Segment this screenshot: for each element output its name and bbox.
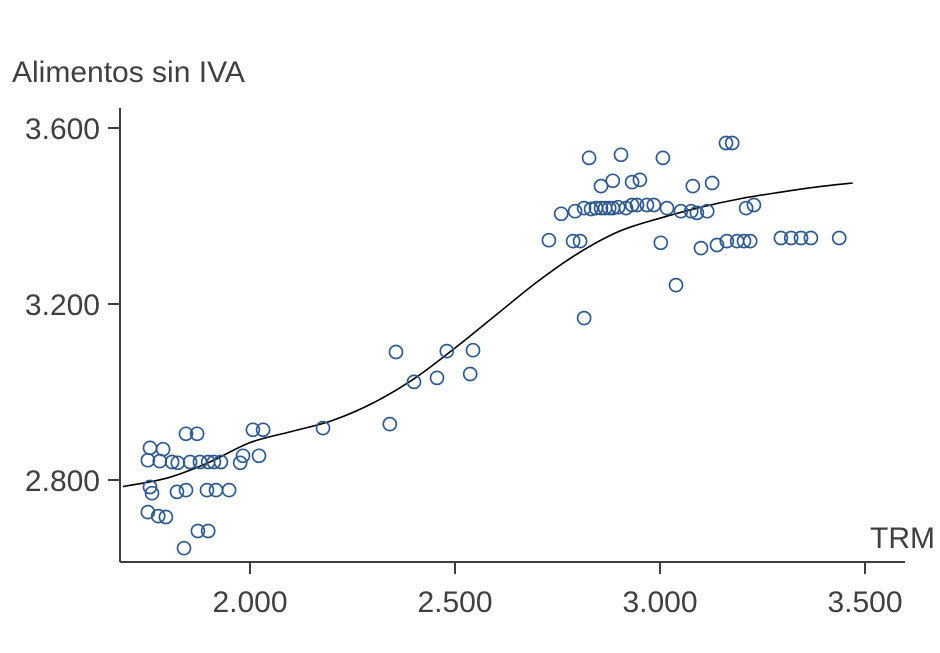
data-point [624, 174, 640, 190]
data-point [803, 230, 819, 246]
data-point [719, 233, 735, 249]
data-point [610, 199, 626, 215]
data-point [406, 374, 422, 390]
data-point [689, 205, 705, 221]
data-point [783, 230, 799, 246]
data-point [581, 150, 597, 166]
data-point [140, 504, 156, 520]
data-point [593, 200, 609, 216]
data-point [736, 233, 752, 249]
data-point [251, 448, 267, 464]
data-point [192, 454, 208, 470]
data-point [142, 479, 158, 495]
data-point [673, 203, 689, 219]
data-point [593, 178, 609, 194]
data-point [576, 310, 592, 326]
data-point [150, 508, 166, 524]
data-point [178, 426, 194, 442]
data-point [158, 509, 174, 525]
trend-layer [122, 182, 853, 488]
data-point [613, 147, 629, 163]
data-point [683, 203, 699, 219]
data-point [629, 197, 645, 213]
data-point [315, 420, 331, 436]
data-point [699, 203, 715, 219]
data-point [200, 523, 216, 539]
data-point [655, 150, 671, 166]
data-point [232, 455, 248, 471]
data-point [164, 454, 180, 470]
data-point [831, 230, 847, 246]
data-point [624, 197, 640, 213]
data-point [693, 240, 709, 256]
data-point [601, 200, 617, 216]
data-point [140, 452, 156, 468]
data-point [169, 484, 185, 500]
data-point [632, 172, 648, 188]
y-tick-label: 3.200 [25, 289, 100, 322]
data-point [738, 200, 754, 216]
data-point [221, 482, 237, 498]
data-point [685, 178, 701, 194]
trend-line [122, 182, 853, 488]
data-point [659, 200, 675, 216]
axes-layer: 2.000 2.500 3.000 3.500 3.600 3.200 2.800 [25, 108, 905, 619]
data-point [718, 135, 734, 151]
data-point [382, 416, 398, 432]
data-point [144, 485, 160, 501]
data-point [245, 422, 261, 438]
data-point [213, 454, 229, 470]
chart-title: Alimentos sin IVA [12, 56, 245, 89]
x-tick-label: 2.500 [417, 586, 492, 619]
data-point [576, 200, 592, 216]
data-point [572, 233, 588, 249]
data-point [646, 197, 662, 213]
x-axis-label: TRM [870, 522, 935, 555]
y-tick-label: 3.600 [25, 113, 100, 146]
data-point [206, 454, 222, 470]
data-point [746, 197, 762, 213]
points-layer [140, 135, 847, 556]
data-point [176, 540, 192, 556]
data-point [465, 342, 481, 358]
x-tick-label: 2.000 [212, 586, 287, 619]
data-point [793, 230, 809, 246]
data-point [653, 235, 669, 251]
data-point [182, 454, 198, 470]
data-point [668, 277, 684, 293]
data-point [429, 370, 445, 386]
data-point [773, 230, 789, 246]
data-point [742, 233, 758, 249]
data-point [255, 422, 271, 438]
data-point [439, 343, 455, 359]
data-point [208, 482, 224, 498]
data-point [583, 201, 599, 217]
data-point [190, 523, 206, 539]
data-point [142, 440, 158, 456]
x-tick-label: 3.000 [622, 586, 697, 619]
data-point [724, 135, 740, 151]
data-point [541, 232, 557, 248]
data-point [199, 482, 215, 498]
data-point [704, 175, 720, 191]
data-point [235, 448, 251, 464]
data-point [462, 366, 478, 382]
data-point [605, 173, 621, 189]
x-tick-label: 3.500 [827, 586, 902, 619]
data-point [178, 482, 194, 498]
data-point [152, 453, 168, 469]
data-point [565, 233, 581, 249]
data-point [155, 441, 171, 457]
data-point [709, 237, 725, 253]
data-point [553, 206, 569, 222]
y-tick-label: 2.800 [25, 465, 100, 498]
data-point [189, 426, 205, 442]
data-point [639, 197, 655, 213]
data-point [567, 203, 583, 219]
data-point [388, 344, 404, 360]
